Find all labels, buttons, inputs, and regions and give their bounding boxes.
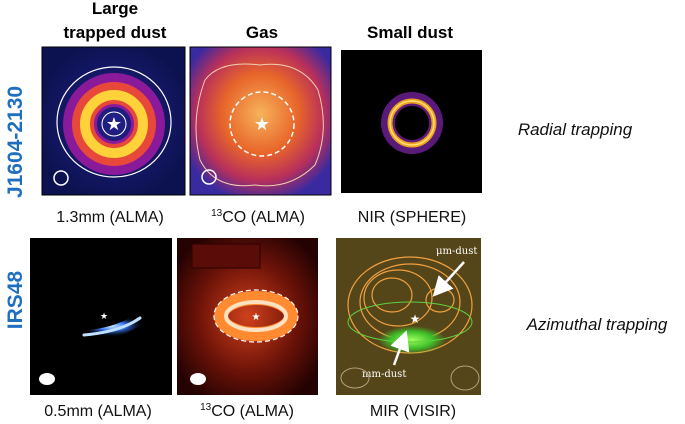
image-panel: ★ bbox=[177, 238, 318, 395]
image-panel: ★ μm-dust mm-dust bbox=[336, 238, 481, 395]
image-panel: ★ bbox=[41, 46, 186, 196]
svg-text:★: ★ bbox=[410, 312, 421, 326]
caption: MIR (VISIR) bbox=[370, 403, 456, 420]
caption: NIR (SPHERE) bbox=[358, 209, 466, 226]
superscript: 13 bbox=[211, 208, 223, 219]
image-panel: ★ bbox=[189, 46, 332, 196]
svg-text:★: ★ bbox=[106, 114, 122, 134]
caption: 13CO (ALMA) bbox=[211, 208, 305, 226]
superscript: 13 bbox=[200, 402, 212, 413]
svg-text:★: ★ bbox=[254, 114, 270, 134]
svg-text:★: ★ bbox=[252, 312, 261, 323]
trapping-label: Azimuthal trapping bbox=[526, 315, 668, 334]
caption-text: CO (ALMA) bbox=[222, 209, 305, 226]
svg-text:★: ★ bbox=[100, 311, 108, 321]
caption: 0.5mm (ALMA) bbox=[44, 403, 152, 420]
column-header: Small dust bbox=[367, 23, 453, 42]
row-label: J1604-2130 bbox=[4, 86, 27, 198]
image-panel bbox=[341, 50, 482, 193]
annotation: mm-dust bbox=[362, 369, 406, 380]
image-panel: ★ bbox=[30, 238, 172, 395]
caption: 1.3mm (ALMA) bbox=[56, 209, 164, 226]
column-header: Large bbox=[92, 0, 138, 18]
caption: 13CO (ALMA) bbox=[200, 402, 294, 420]
column-header: Gas bbox=[246, 23, 278, 42]
annotation: μm-dust bbox=[436, 246, 477, 257]
trapping-label: Radial trapping bbox=[518, 120, 633, 139]
column-header: trapped dust bbox=[64, 23, 167, 42]
row-label: IRS48 bbox=[4, 271, 27, 330]
caption-text: CO (ALMA) bbox=[211, 403, 294, 420]
